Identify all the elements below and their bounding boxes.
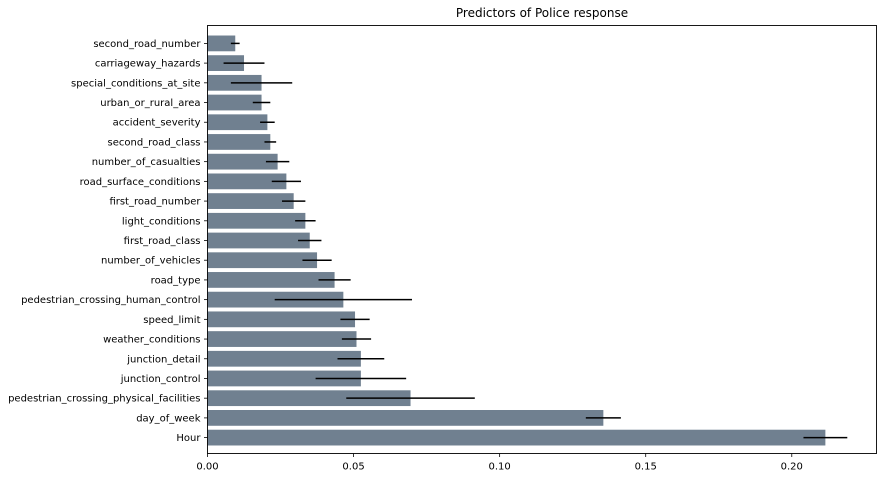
y-tick-label: pedestrian_crossing_physical_facilities bbox=[8, 394, 200, 405]
y-tick-label: road_type bbox=[151, 275, 201, 286]
bar bbox=[207, 252, 318, 269]
y-tick-label: urban_or_rural_area bbox=[100, 98, 200, 109]
y-tick-label: Hour bbox=[176, 433, 201, 444]
y-tick-label: junction_control bbox=[120, 374, 201, 385]
bar bbox=[207, 173, 287, 190]
x-tick-label: 0.15 bbox=[635, 462, 657, 473]
y-tick-label: accident_severity bbox=[113, 118, 201, 129]
bar bbox=[207, 272, 335, 288]
bar bbox=[207, 212, 306, 229]
y-tick-label: light_conditions bbox=[122, 216, 201, 227]
bar bbox=[207, 311, 356, 328]
y-tick-label: pedestrian_crossing_human_control bbox=[21, 295, 200, 306]
bar bbox=[207, 410, 604, 426]
errorbars-group bbox=[223, 42, 848, 439]
bar bbox=[207, 153, 278, 170]
x-tick-label: 0.20 bbox=[781, 462, 803, 473]
x-axis: 0.00 0.05 0.10 0.15 0.20 bbox=[196, 453, 803, 473]
x-tick-label: 0.05 bbox=[342, 462, 364, 473]
bar bbox=[207, 390, 411, 407]
bar bbox=[207, 370, 361, 387]
y-tick-label: first_road_class bbox=[124, 236, 201, 247]
y-tick-label: second_road_class bbox=[108, 137, 201, 148]
y-tick-label: speed_limit bbox=[143, 315, 200, 326]
bar bbox=[207, 193, 294, 209]
y-tick-label: junction_detail bbox=[126, 354, 200, 365]
y-tick-label: weather_conditions bbox=[103, 335, 200, 346]
y-tick-label: second_road_number bbox=[93, 39, 201, 50]
y-tick-label: number_of_casualties bbox=[92, 157, 201, 168]
bar bbox=[207, 114, 268, 131]
bar bbox=[207, 331, 357, 347]
y-tick-label: first_road_number bbox=[109, 197, 201, 208]
y-tick-label: number_of_vehicles bbox=[101, 256, 201, 267]
x-tick-label: 0.00 bbox=[196, 462, 218, 473]
y-axis: second_road_number carriageway_hazardsspe… bbox=[8, 39, 208, 444]
chart-title: Predictors of Police response bbox=[456, 6, 628, 20]
y-tick-label: carriageway_hazards bbox=[95, 59, 201, 70]
y-tick-label: day_of_week bbox=[136, 413, 201, 424]
bar bbox=[207, 35, 236, 52]
bar bbox=[207, 134, 271, 150]
y-tick-label: special_conditions_at_site bbox=[71, 78, 200, 89]
bars-group bbox=[207, 35, 826, 446]
bar bbox=[207, 232, 310, 249]
plot-frame bbox=[207, 25, 877, 454]
y-tick-label: road_surface_conditions bbox=[80, 177, 201, 188]
bar bbox=[207, 429, 826, 446]
bar bbox=[207, 350, 361, 367]
axes-group bbox=[207, 25, 877, 454]
bar bbox=[207, 94, 262, 111]
x-tick-label: 0.10 bbox=[489, 462, 511, 473]
